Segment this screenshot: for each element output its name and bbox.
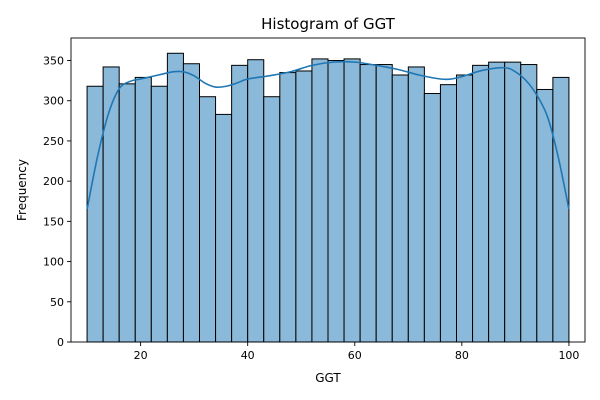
- y-tick-label: 100: [43, 256, 64, 269]
- histogram-bar: [391, 74, 409, 343]
- chart-title: Histogram of GGT: [261, 15, 396, 33]
- histogram-bar: [150, 85, 168, 343]
- x-tick-label: 100: [558, 349, 579, 362]
- histogram-bar: [295, 70, 313, 343]
- histogram-bar: [520, 64, 538, 343]
- histogram-bar: [102, 66, 120, 343]
- histogram-bar: [263, 96, 281, 343]
- histogram-bar: [215, 113, 233, 343]
- histogram-bar: [552, 76, 570, 343]
- histogram-bar: [472, 64, 490, 343]
- histogram-bar: [166, 52, 184, 343]
- x-axis-label: GGT: [315, 371, 341, 385]
- histogram-bar: [359, 64, 377, 343]
- histogram-bar: [134, 76, 152, 343]
- histogram-bar: [86, 85, 104, 343]
- histogram-bar: [488, 61, 506, 343]
- histogram-bar: [423, 92, 441, 343]
- histogram-bar: [504, 61, 522, 343]
- y-tick-label: 350: [43, 55, 64, 68]
- histogram-bar: [279, 72, 297, 343]
- x-tick-label: 20: [134, 349, 148, 362]
- x-tick-label: 60: [348, 349, 362, 362]
- y-tick-label: 200: [43, 175, 64, 188]
- histogram-bar: [407, 66, 425, 343]
- y-tick-label: 50: [50, 296, 64, 309]
- y-tick-label: 250: [43, 135, 64, 148]
- y-axis-ticks: 0 50 100 150 200 250 300 350: [43, 55, 71, 349]
- bars-group: [86, 52, 570, 343]
- y-tick-label: 150: [43, 215, 64, 228]
- y-axis-label: Frequency: [15, 159, 29, 221]
- plot-frame: [70, 37, 586, 343]
- x-tick-label: 40: [241, 349, 255, 362]
- histogram-bar: [375, 64, 393, 343]
- histogram-bar: [199, 96, 217, 343]
- histogram-bar: [327, 60, 345, 343]
- histogram-bar: [118, 83, 136, 343]
- histogram-bar: [182, 63, 200, 343]
- kde-line: [86, 60, 570, 210]
- histogram-bar: [456, 74, 474, 343]
- x-tick-label: 80: [455, 349, 469, 362]
- histogram-bar: [439, 84, 457, 343]
- x-axis-ticks: 20 40 60 80 100: [134, 342, 579, 362]
- histogram-bar: [311, 58, 329, 343]
- y-tick-label: 0: [57, 336, 64, 349]
- histogram-bar: [231, 64, 249, 343]
- histogram-bar: [247, 59, 265, 343]
- y-tick-label: 300: [43, 95, 64, 108]
- histogram-bar: [343, 58, 361, 343]
